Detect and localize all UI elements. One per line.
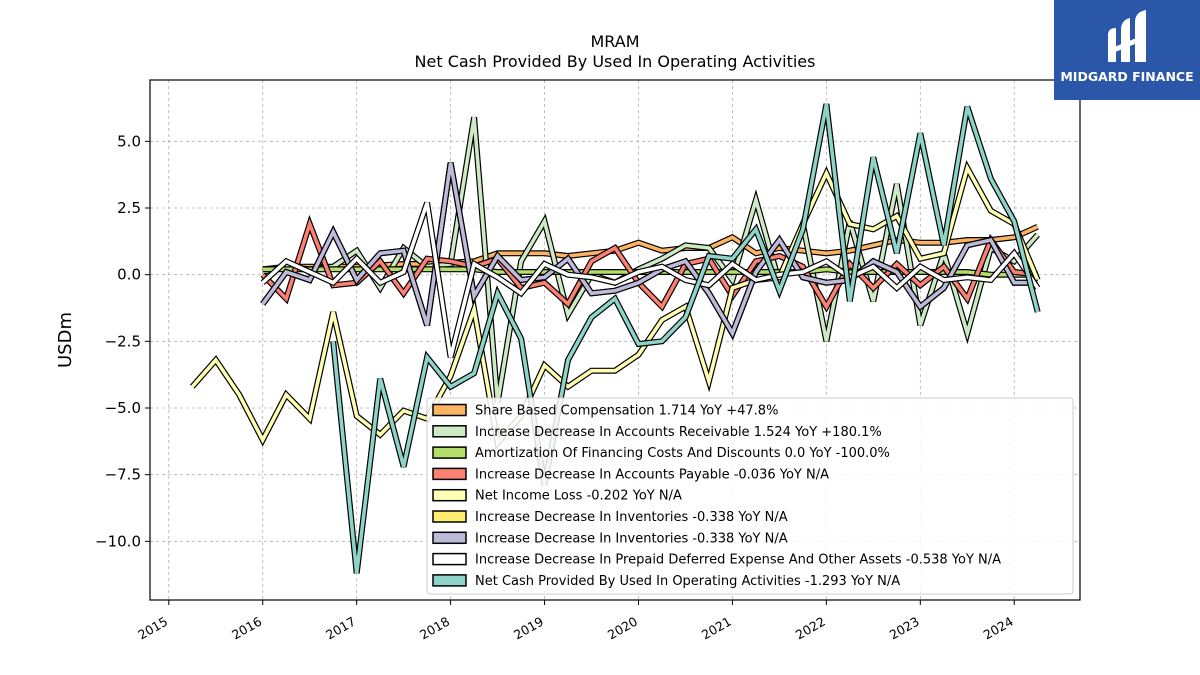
- y-tick-label: −5.0: [105, 399, 141, 417]
- series-line: [190, 160, 1041, 450]
- legend-entry: Increase Decrease In Prepaid Deferred Ex…: [475, 553, 1001, 568]
- series-line: [260, 201, 1041, 359]
- legend-swatch: [432, 425, 467, 438]
- series-layer: [190, 103, 1041, 574]
- series-stroke: [331, 103, 1040, 574]
- legend-entry: Increase Decrease In Inventories -0.338 …: [475, 510, 788, 525]
- chart-subtitle: Net Cash Provided By Used In Operating A…: [415, 52, 816, 71]
- y-tick-label: −10.0: [95, 532, 141, 550]
- legend-swatch: [432, 488, 467, 502]
- y-tick-label: 5.0: [117, 132, 141, 150]
- legend-swatch: [432, 467, 467, 481]
- legend-swatch: [432, 446, 467, 459]
- logo-text: MIDGARD FINANCE: [1060, 69, 1193, 84]
- legend-entry: Increase Decrease In Inventories -0.338 …: [475, 531, 788, 546]
- series-stroke: [190, 163, 1040, 447]
- y-tick-label: −7.5: [105, 466, 141, 484]
- y-tick-label: −2.5: [105, 332, 141, 350]
- legend-entry: Net Cash Provided By Used In Operating A…: [475, 574, 900, 589]
- legend-swatch: [432, 403, 467, 417]
- plot-frame: [149, 79, 1081, 601]
- legend-entry: Share Based Compensation 1.714 YoY +47.8…: [475, 404, 778, 419]
- legend-entry: Net Income Loss -0.202 YoY N/A: [475, 489, 682, 504]
- series-line: [260, 162, 1038, 341]
- series-stroke: [261, 202, 1040, 358]
- legend-entry: Increase Decrease In Accounts Payable -0…: [475, 467, 829, 482]
- y-tick-label: 0.0: [117, 266, 141, 284]
- legend: Share Based Compensation 1.714 YoY +47.8…: [426, 397, 1074, 595]
- legend-swatch: [432, 574, 467, 587]
- legend-entry: Increase Decrease In Accounts Receivable…: [475, 425, 882, 440]
- series-line: [330, 103, 1041, 574]
- legend-entry: Amortization Of Financing Costs And Disc…: [475, 446, 890, 461]
- series-stroke: [261, 162, 1038, 338]
- legend-swatch: [432, 510, 467, 523]
- legend-swatch: [432, 531, 467, 545]
- brand-logo: MIDGARD FINANCE: [1054, 0, 1200, 100]
- legend-swatch: [432, 552, 467, 566]
- chart-title: MRAM: [590, 32, 639, 51]
- y-axis-label: USDm: [55, 312, 76, 368]
- legend-box: [426, 397, 1074, 595]
- logo-mark-icon: [1108, 10, 1146, 62]
- y-tick-label: 2.5: [117, 199, 141, 217]
